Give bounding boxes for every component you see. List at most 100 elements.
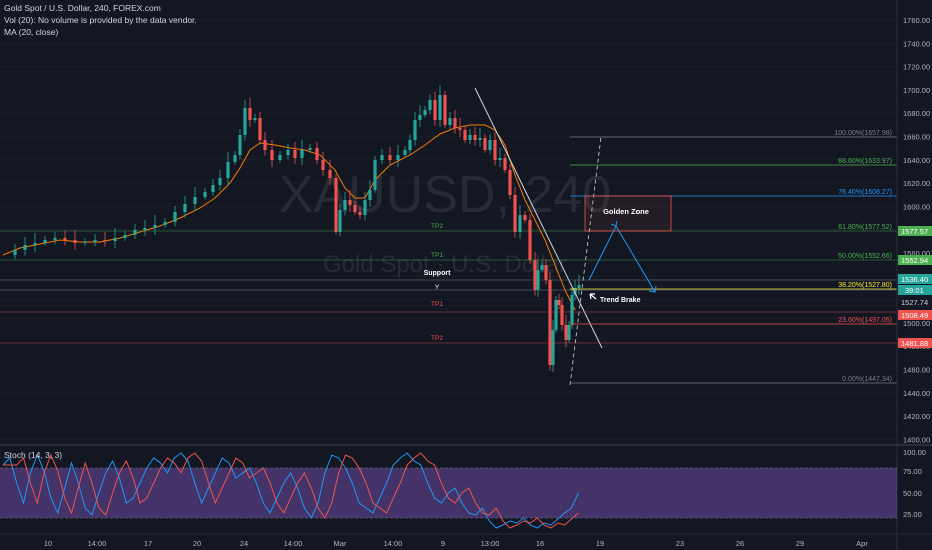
trendline[interactable] <box>474 87 603 349</box>
candle-body <box>278 155 282 160</box>
candle-body <box>13 250 17 255</box>
price-tick: 1640.00 <box>903 156 930 165</box>
price-tick: 1760.00 <box>903 16 930 25</box>
badge-countdown: 39:01 <box>905 286 924 295</box>
price-axis[interactable]: 1760.00 1740.00 1720.00 1700.00 1680.00 1660.… <box>896 0 932 550</box>
ma-line <box>2 124 576 311</box>
price-tick: 1440.00 <box>903 389 930 398</box>
candle-body <box>53 238 57 240</box>
candle-body <box>123 235 127 238</box>
candle-body <box>334 178 338 232</box>
candle-body <box>348 200 352 205</box>
price-badges: 1577.57 1552.94 1536.40 39:01 1527.74 15… <box>898 226 932 348</box>
badge-1508: 1508.49 <box>901 311 928 320</box>
candle-body <box>388 155 392 160</box>
candle-body <box>226 162 230 178</box>
candle-body <box>513 195 517 232</box>
badge-1552: 1552.94 <box>901 256 928 265</box>
candle-body <box>353 205 357 212</box>
symbol-title[interactable]: Gold Spot / U.S. Dollar, 240, FOREX.com <box>4 3 161 13</box>
candle-body <box>143 228 147 230</box>
candle-body <box>73 240 77 243</box>
price-tick: 1740.00 <box>903 39 930 48</box>
watermark-symbol: XAUUSD, 240 <box>279 166 611 224</box>
price-tick: 1660.00 <box>903 133 930 142</box>
support-label: Support <box>424 270 451 277</box>
candle-body <box>113 238 117 241</box>
candle-body <box>173 212 177 222</box>
candle-body <box>63 238 67 240</box>
price-gridlines <box>0 19 897 440</box>
volume-indicator-label[interactable]: Vol (20): No volume is provided by the d… <box>4 15 197 25</box>
fib-label-23: 23.60%(1497.05) <box>838 317 892 324</box>
badge-1481: 1481.88 <box>901 339 928 348</box>
candle-body <box>433 100 437 120</box>
candle-body <box>498 158 502 160</box>
candle-body <box>423 110 427 115</box>
chart-header: Gold Spot / U.S. Dollar, 240, FOREX.com … <box>4 2 197 38</box>
candle-body <box>300 150 304 158</box>
stoch-pane[interactable]: Stoch (14, 3, 3) 100.00 75.00 50.00 25.0… <box>0 444 932 529</box>
candle-body <box>564 325 568 340</box>
stoch-tick-25: 25.00 <box>903 510 922 519</box>
candle-body <box>533 260 537 290</box>
fib-label-50: 50.00%(1552.66) <box>838 253 892 260</box>
candle-body <box>358 212 362 215</box>
candle-body <box>413 120 417 140</box>
trend-brake-arrow-icon <box>589 293 597 300</box>
candle-body <box>193 197 197 204</box>
time-tick: 10 <box>44 539 52 548</box>
tp2-green-label: TP2 <box>431 223 443 230</box>
stoch-label[interactable]: Stoch (14, 3, 3) <box>4 450 62 460</box>
candle-body <box>463 130 467 140</box>
support-marker: Y <box>435 284 440 291</box>
time-tick: 17 <box>144 539 152 548</box>
candle-body <box>396 155 400 160</box>
price-tick: 1620.00 <box>903 179 930 188</box>
candle-body <box>443 95 447 125</box>
time-tick: 16 <box>536 539 544 548</box>
golden-zone-box[interactable] <box>584 195 672 232</box>
fib-label-38: 38.20%(1527.80) <box>838 282 892 289</box>
candle-body <box>403 150 407 155</box>
candle-body <box>548 280 552 365</box>
candle-body <box>233 155 237 162</box>
candle-body <box>133 230 137 235</box>
candle-body <box>528 220 532 260</box>
candle-body <box>263 140 267 150</box>
candle-body <box>418 115 422 120</box>
candle-body <box>153 225 157 228</box>
price-tick: 1600.00 <box>903 202 930 211</box>
candle-body <box>488 140 492 150</box>
time-tick: 9 <box>441 539 445 548</box>
candle-body <box>253 118 257 120</box>
candle-body <box>315 148 319 160</box>
candle-body <box>508 170 512 195</box>
candle-body <box>523 215 527 220</box>
candle-body <box>163 222 167 225</box>
ma-indicator-label[interactable]: MA (20, close) <box>4 27 59 37</box>
badge-1527: 1527.74 <box>901 298 928 307</box>
candle-body <box>458 128 462 130</box>
time-tick: 19 <box>596 539 604 548</box>
stoch-d-line <box>3 452 579 529</box>
fib-label-0: 0.00%(1447.34) <box>842 376 892 383</box>
tp2-red-label: TP2 <box>431 335 443 342</box>
fib-label-88: 88.60%(1633.97) <box>838 158 892 165</box>
candle-body <box>483 138 487 150</box>
candle-body <box>321 160 325 170</box>
fibonacci-retracement[interactable]: 100.00%(1657.98) 88.60%(1633.97) 76.40%(… <box>0 130 897 384</box>
time-tick: 14:00 <box>284 539 303 548</box>
candle-body <box>473 135 477 140</box>
tp1-red-label: TP1 <box>431 301 443 308</box>
candle-body <box>270 150 274 160</box>
candle-body <box>493 140 497 160</box>
candle-body <box>183 204 187 212</box>
price-candles[interactable] <box>13 85 581 372</box>
price-tick: 1680.00 <box>903 109 930 118</box>
candle-body <box>570 295 574 325</box>
time-axis[interactable]: 10 14:00 17 20 24 14:00 Mar 14:00 9 13:00 16 19 23 26… <box>0 533 932 548</box>
main-pane[interactable]: XAUUSD, 240 Gold Spot · U.S. Dollar <box>0 0 897 445</box>
stoch-tick-50: 50.00 <box>903 489 922 498</box>
